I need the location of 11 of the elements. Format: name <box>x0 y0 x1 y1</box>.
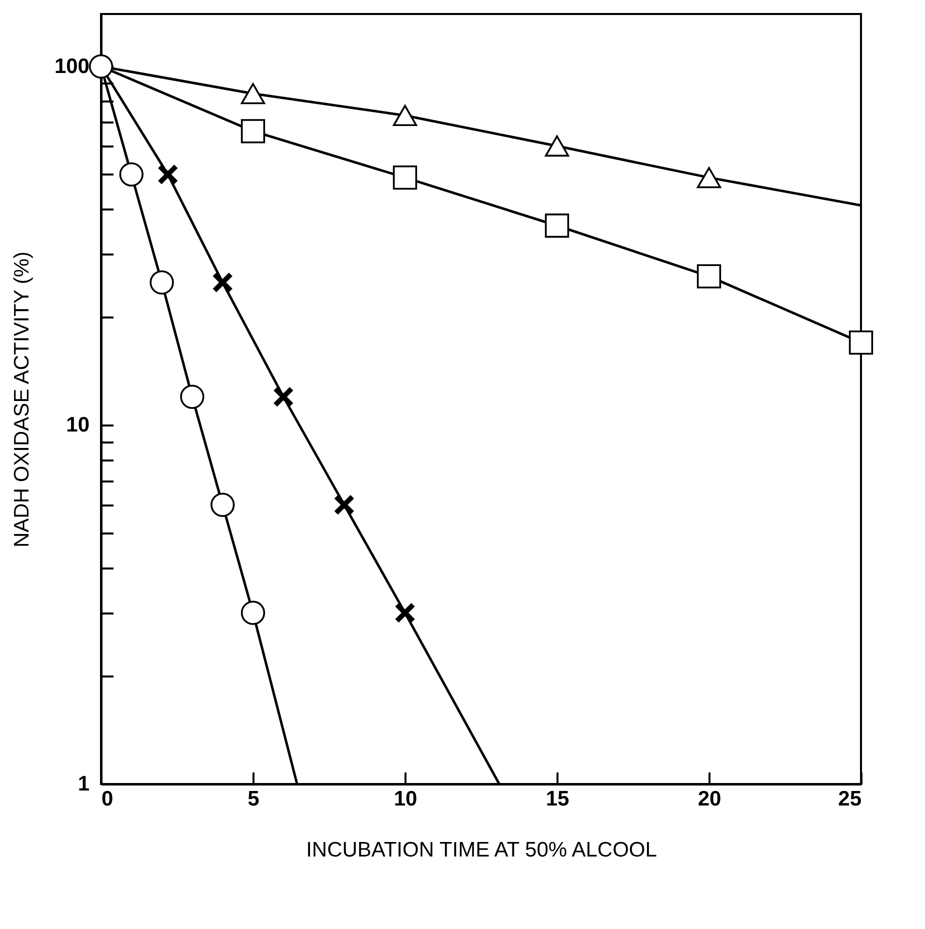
x-tick-label: 20 <box>698 788 722 810</box>
x-axis-title: INCUBATION TIME AT 50% ALCOOL <box>306 838 657 862</box>
y-axis-title: NADH OXIDASE ACTIVITY (%) <box>10 252 34 548</box>
x-tick-label: 5 <box>248 788 260 810</box>
x-tick-label: 0 <box>102 788 114 810</box>
y-tick-label: 1 <box>78 772 90 796</box>
x-tick-label: 15 <box>546 788 570 810</box>
x-tick-label: 10 <box>394 788 418 810</box>
x-tick-label: 25 <box>838 788 862 810</box>
y-tick-label: 100 <box>54 54 90 78</box>
y-tick-label: 10 <box>66 414 90 437</box>
